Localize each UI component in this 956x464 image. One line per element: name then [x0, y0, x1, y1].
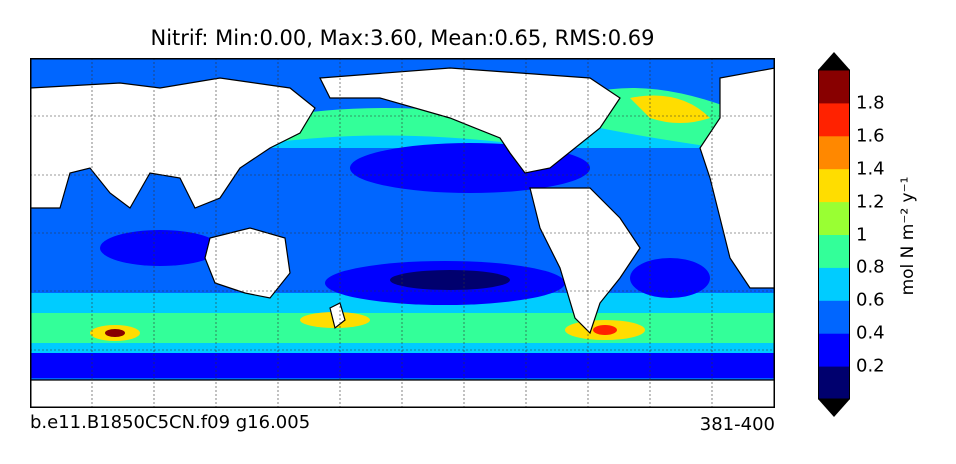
ocean-map [30, 58, 775, 408]
colorbar-tick-label: 0.8 [856, 256, 885, 278]
colorbar-block [818, 234, 850, 268]
colorbar-block [818, 333, 850, 367]
colorbar-tick-label: 1 [856, 224, 868, 245]
colorbar-label: mol N m⁻² y⁻¹ [898, 176, 918, 296]
colorbar-block [818, 102, 850, 137]
colorbar-tick-label: 0.6 [856, 289, 885, 311]
indian-south-core [105, 329, 125, 337]
southern-band-green [30, 313, 775, 343]
colorbar-tick-label: 0.4 [856, 322, 885, 344]
south-pacific-core [390, 270, 510, 290]
colorbar-bottom-arrow [818, 399, 850, 417]
map-title: Nitrif: Min:0.00, Max:3.60, Mean:0.65, R… [150, 26, 655, 50]
map-border [30, 58, 775, 408]
colorbar-ticks: 0.2 0.4 0.6 0.8 1 1.2 1.4 1.6 1.8 [852, 52, 912, 417]
colorbar-block [818, 267, 850, 301]
colorbar [818, 52, 850, 417]
colorbar-block [818, 201, 850, 235]
colorbar-top-arrow [818, 52, 850, 70]
colorbar-block [818, 70, 850, 104]
colorbar-block [818, 135, 850, 170]
nz-land [329, 302, 346, 330]
colorbar-tick-label: 1.8 [856, 92, 885, 114]
colorbar-tick-label: 0.2 [856, 355, 885, 377]
antarctica-land [30, 379, 775, 408]
asia-land [30, 77, 316, 209]
colorbar-border [818, 69, 850, 400]
indian-gyre [100, 230, 220, 266]
south-america-land [529, 187, 641, 335]
southern-band-low [30, 353, 775, 378]
north-america-land [319, 67, 621, 174]
colorbar-tick-label: 1.2 [856, 191, 885, 213]
australia-land [204, 227, 291, 299]
case-name: b.e11.B1850C5CN.f09 g16.005 [30, 412, 311, 433]
colorbar-tick-label: 1.4 [856, 158, 885, 180]
colorbar-tick-label: 1.6 [856, 125, 885, 147]
gridlines [30, 58, 775, 408]
patagonia-core [593, 325, 617, 335]
colorbar-block [818, 168, 850, 203]
colorbar-block [818, 366, 850, 400]
year-range: 381-400 [699, 414, 775, 435]
colorbar-block [818, 300, 850, 334]
south-atlantic-gyre [630, 258, 710, 298]
africa-europe-land [699, 67, 775, 289]
